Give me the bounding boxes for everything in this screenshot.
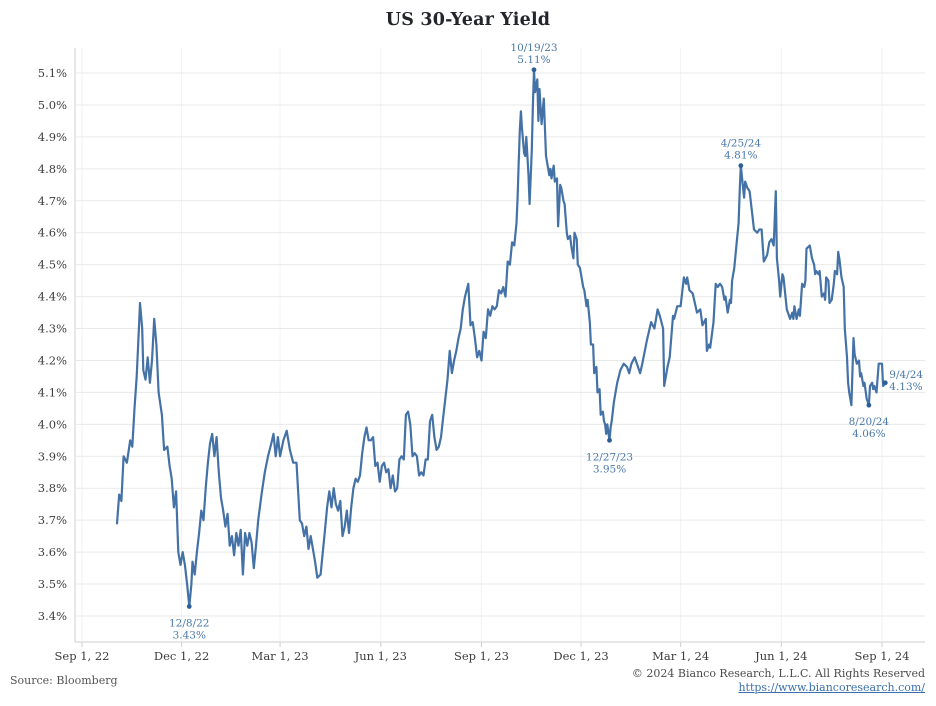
annotation-date: 8/20/24 — [849, 416, 890, 428]
y-axis-label: 3.6% — [38, 545, 67, 559]
y-axis-label: 4.7% — [38, 194, 67, 208]
y-axis-label: 3.8% — [38, 481, 67, 495]
x-axis-label: Mar 1, 23 — [252, 649, 309, 663]
annotation-date: 12/8/22 — [169, 617, 209, 629]
x-axis-label: Sep 1, 22 — [55, 649, 110, 663]
y-axis-label: 4.0% — [38, 417, 67, 431]
y-axis-label: 3.7% — [38, 513, 67, 527]
annotation-marker — [738, 163, 744, 169]
x-axis-label: Dec 1, 23 — [553, 649, 608, 663]
annotation-marker — [186, 604, 192, 609]
annotation-marker — [607, 437, 612, 443]
chart-title: US 30-Year Yield — [385, 10, 551, 30]
y-axis-label: 4.3% — [38, 322, 67, 336]
y-axis-label: 4.1% — [38, 385, 67, 399]
annotation-value: 4.06% — [852, 428, 885, 440]
x-axis-label: Sep 1, 24 — [855, 649, 910, 663]
y-axis-label: 3.5% — [38, 577, 67, 591]
y-axis-label: 3.4% — [38, 609, 67, 623]
y-axis-label: 3.9% — [38, 449, 67, 463]
x-axis-label: Mar 1, 24 — [652, 649, 709, 663]
y-axis-label: 4.8% — [38, 162, 67, 176]
annotation-8-20-24: 8/20/244.06% — [849, 402, 890, 440]
annotation-date: 10/19/23 — [510, 42, 557, 54]
y-axis-label: 4.9% — [38, 130, 67, 144]
annotation-marker — [866, 402, 872, 408]
annotation-10-19-23: 10/19/235.11% — [510, 42, 558, 73]
annotation-marker — [531, 67, 537, 73]
biancoresearch-link[interactable]: https://www.biancoresearch.com/ — [738, 680, 925, 694]
x-axis-label: Jun 1, 24 — [754, 649, 807, 663]
x-axis-label: Jun 1, 23 — [354, 649, 407, 663]
annotation-marker — [882, 380, 888, 386]
y-axis-label: 4.5% — [38, 258, 67, 272]
copyright-note: © 2024 Bianco Research, L.L.C. All Right… — [631, 667, 925, 680]
y-axis-label: 5.1% — [38, 66, 67, 80]
annotation-4-25-24: 4/25/244.81% — [721, 138, 762, 169]
annotation-value: 4.13% — [889, 381, 922, 393]
annotation-date: 4/25/24 — [721, 138, 762, 150]
annotation-value: 5.11% — [517, 54, 550, 66]
annotation-date: 12/27/23 — [586, 451, 633, 463]
y-axis-label: 4.4% — [38, 290, 67, 304]
y-axis-label: 5.0% — [38, 98, 67, 112]
annotation-value: 3.43% — [173, 629, 206, 641]
annotation-value: 3.95% — [593, 463, 626, 475]
annotation-12-8-22: 12/8/223.43% — [169, 604, 209, 641]
x-axis-label: Dec 1, 22 — [154, 649, 209, 663]
annotation-date: 9/4/24 — [889, 369, 923, 381]
y-axis-label: 4.2% — [38, 353, 67, 367]
annotation-value: 4.81% — [724, 150, 757, 162]
source-note: Source: Bloomberg — [10, 674, 118, 687]
y-axis-label: 4.6% — [38, 226, 67, 240]
annotation-12-27-23: 12/27/233.95% — [586, 437, 633, 475]
x-axis-label: Sep 1, 23 — [454, 649, 509, 663]
yield-series-line — [115, 68, 887, 608]
footer-right-block: © 2024 Bianco Research, L.L.C. All Right… — [632, 667, 925, 694]
annotation-9-4-24: 9/4/244.13% — [882, 369, 923, 393]
